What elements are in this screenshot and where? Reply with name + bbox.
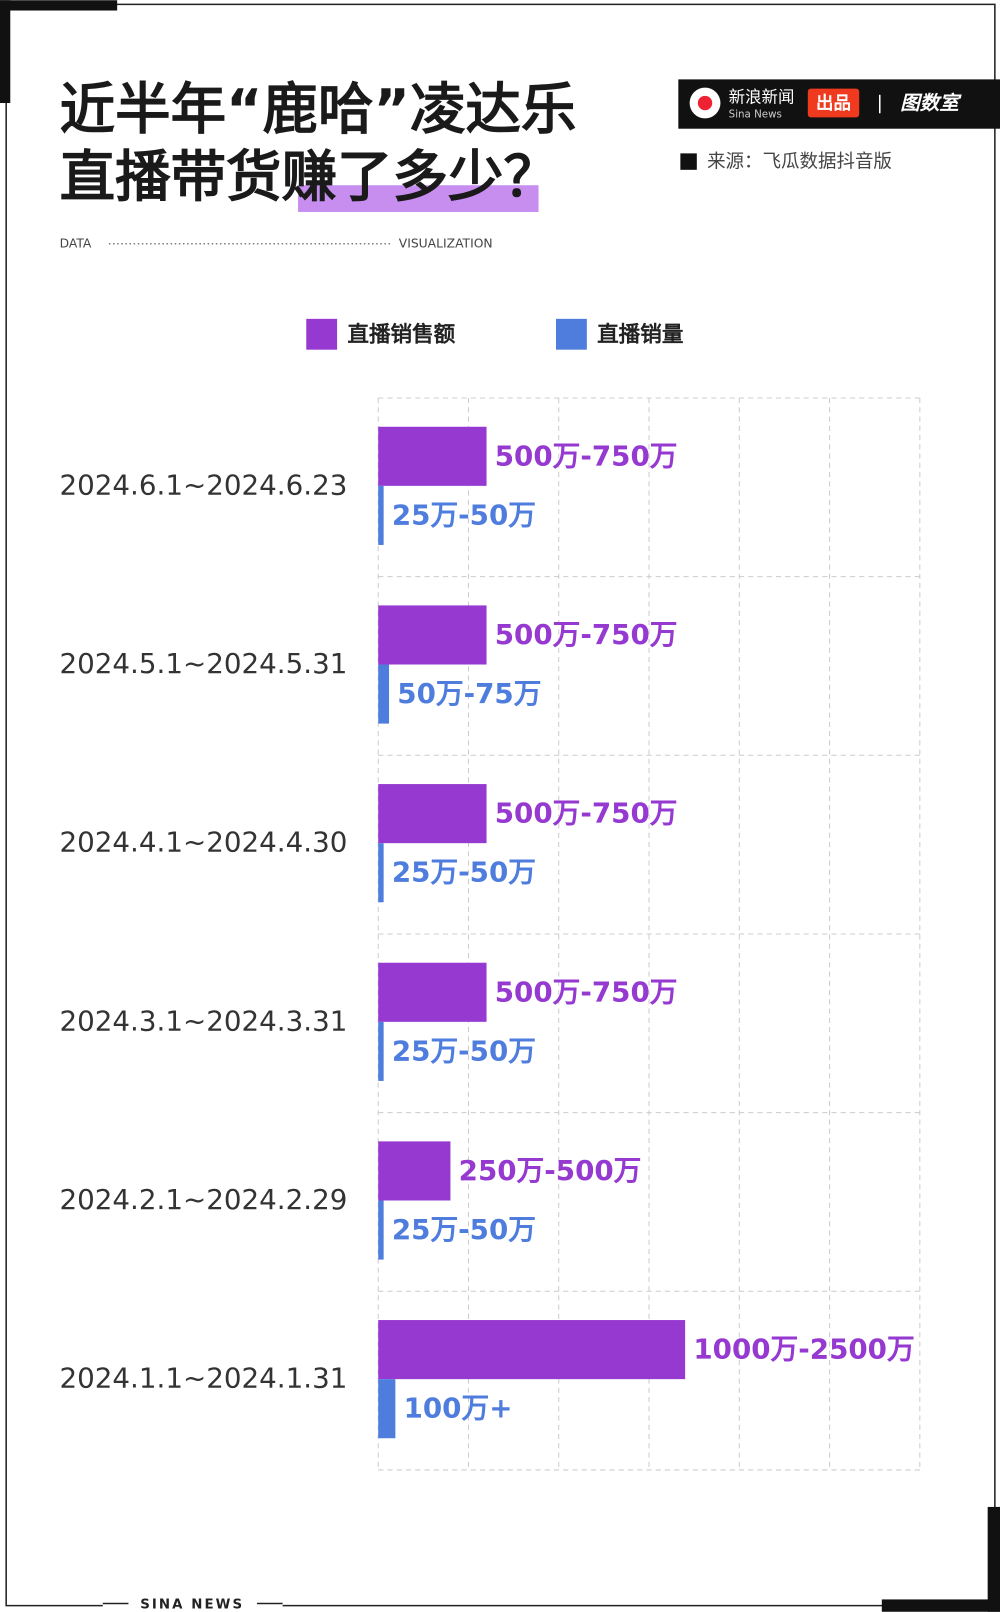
- bar: [378, 1141, 451, 1201]
- y-tick-label: 2024.5.1~2024.5.31: [59, 647, 347, 680]
- source-marker: [680, 153, 697, 170]
- value-label: 25万-50万: [392, 1034, 536, 1067]
- legend-swatch: [556, 318, 587, 350]
- value-label: 500万-750万: [495, 797, 678, 830]
- y-tick-label: 2024.3.1~2024.3.31: [59, 1004, 347, 1037]
- y-tick-label: 2024.2.1~2024.2.29: [59, 1183, 347, 1216]
- bar: [378, 605, 487, 665]
- y-tick-label: 2024.6.1~2024.6.23: [59, 468, 347, 501]
- bar: [378, 426, 487, 486]
- bar: [378, 485, 384, 545]
- value-label: 250万-500万: [459, 1154, 642, 1187]
- corner: [0, 0, 118, 11]
- bar: [378, 1200, 384, 1260]
- logo-badge: [807, 88, 860, 118]
- bar: [378, 1021, 384, 1081]
- footer-gap: [102, 1591, 283, 1612]
- logo-brand: 新浪新闻: [729, 87, 795, 106]
- tag: VISUALIZATION: [399, 236, 493, 250]
- bar: [378, 1379, 396, 1439]
- legend-swatch: [306, 318, 338, 350]
- y-tick-label: 2024.1.1~2024.1.31: [59, 1362, 347, 1395]
- value-label: 1000万-2500万: [693, 1333, 914, 1366]
- corner: [0, 0, 11, 104]
- logo-icon: [697, 95, 713, 111]
- logo-produced: 出品: [816, 93, 851, 114]
- bar: [378, 784, 487, 844]
- legend-label: 直播销售额: [347, 321, 455, 347]
- title: 近半年“鹿哈”凌达乐: [60, 77, 577, 142]
- value-label: 500万-750万: [495, 975, 678, 1008]
- bar: [378, 664, 390, 724]
- logo-brand-en: Sina News: [729, 108, 782, 120]
- value-label: 25万-50万: [392, 498, 536, 531]
- corner: [881, 1599, 1000, 1612]
- bar: [378, 843, 384, 903]
- value-label: 500万-750万: [495, 439, 678, 472]
- bar: [378, 962, 487, 1022]
- value-label: 500万-750万: [495, 618, 678, 651]
- legend-label: 直播销量: [597, 322, 683, 347]
- tag: DATA: [60, 236, 92, 250]
- title-part: 赚了多少: [282, 145, 504, 210]
- chart: 直播销售额 直播销量 2024.6.1~2024.6.23 500万-750万 25万-…: [59, 318, 921, 1471]
- corner: [987, 1506, 1000, 1612]
- title-highlight: [298, 185, 539, 212]
- value-label: 25万-50万: [392, 856, 536, 889]
- title-part: ？: [503, 145, 558, 210]
- footer: SINA NEWS: [140, 1598, 244, 1612]
- source: 来源：飞瓜数据抖音版: [707, 152, 892, 173]
- title-part: 直播带货: [60, 145, 282, 210]
- logo-studio: 图数室: [900, 92, 962, 115]
- value-label: 100万+: [404, 1392, 513, 1425]
- value-label: 50万-75万: [397, 677, 541, 710]
- title: 直播带货赚了多少？: [60, 145, 559, 210]
- value-label: 25万-50万: [392, 1213, 536, 1246]
- bar: [378, 1320, 686, 1380]
- y-tick-label: 2024.4.1~2024.4.30: [59, 826, 347, 859]
